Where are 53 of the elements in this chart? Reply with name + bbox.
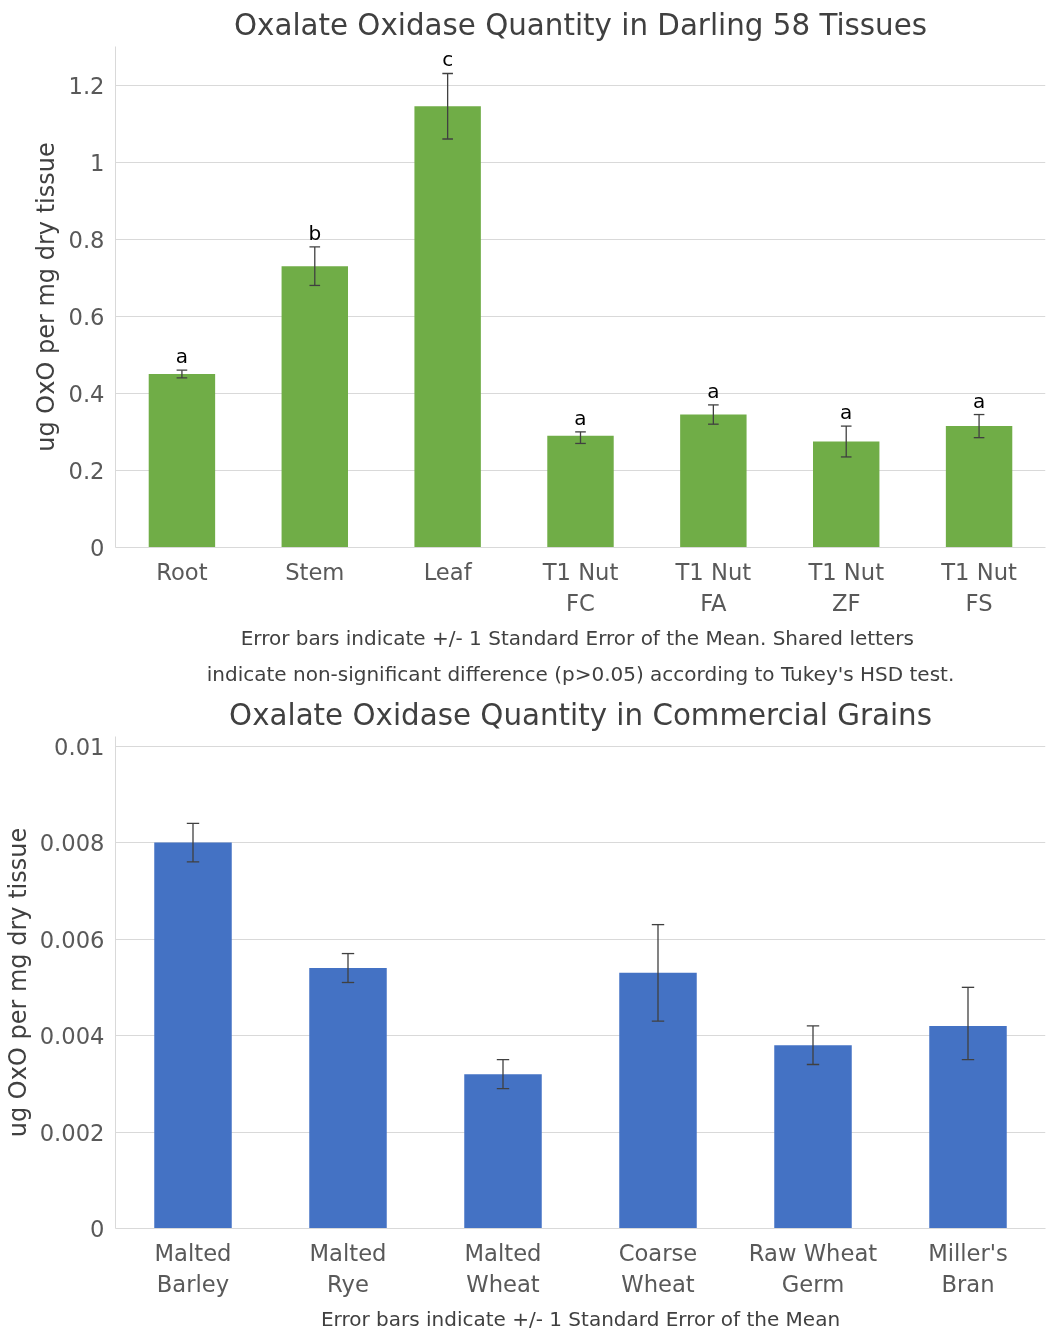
annotation: c: [442, 47, 454, 72]
y-tick-label: 0.6: [68, 303, 105, 330]
x-tick-label: Stem: [285, 558, 345, 585]
x-tick-label: Root: [156, 558, 208, 585]
x-tick-label: Malted Wheat: [464, 1239, 542, 1297]
x-tick-label: Miller's Bran: [928, 1239, 1008, 1297]
bar: [813, 441, 880, 548]
x-tick-label: T1 Nut FC: [541, 558, 619, 616]
bar: [154, 842, 232, 1229]
x-tick-label: Leaf: [423, 558, 473, 585]
text: indicate non-significant difference (p>0.05) according to Tukey's HSD test.: [206, 661, 955, 686]
x-tick-label: T1 Nut ZF: [807, 558, 885, 616]
y-tick-label: 1.2: [68, 72, 105, 99]
annotation: a: [840, 400, 853, 425]
bar: [619, 972, 697, 1229]
annotation: a: [707, 378, 720, 403]
bar: [547, 435, 614, 548]
bar: [414, 106, 481, 548]
x-tick-label: T1 Nut FS: [940, 558, 1018, 616]
x-tick-label: T1 Nut FA: [674, 558, 752, 616]
y-tick-label: 0.01: [54, 733, 105, 760]
x-tick-label: Malted Barley: [154, 1239, 232, 1297]
bar: [945, 426, 1013, 548]
annotation: b: [308, 220, 322, 245]
y-tick-label: 0.002: [39, 1119, 105, 1146]
y-axis-title: ug OxO per mg dry tissue: [32, 142, 61, 452]
y-tick-label: 0.4: [68, 380, 105, 407]
bar: [774, 1045, 852, 1229]
annotation: a: [972, 388, 986, 413]
y-tick-label: 0.8: [68, 226, 105, 253]
x-tick-label: Raw Wheat Germ: [748, 1239, 878, 1297]
text: Error bars indicate +/- 1 Standard Error of the Mean: [320, 1306, 841, 1331]
annotation: a: [574, 405, 587, 430]
y-tick-label: 0.004: [39, 1023, 105, 1050]
y-tick-label: 0.008: [39, 830, 105, 857]
x-tick-label: Malted Rye: [309, 1239, 387, 1297]
bar: [680, 414, 747, 548]
bar: [281, 266, 348, 548]
chart-title: Oxalate Oxidase Quantity in Darling 58 Tissues: [233, 7, 928, 42]
y-tick-label: 1: [90, 149, 105, 176]
annotation: a: [175, 344, 189, 369]
bar: [464, 1074, 542, 1229]
y-axis-title: ug OxO per mg dry tissue: [3, 827, 32, 1138]
bar: [929, 1025, 1007, 1229]
text: Error bars indicate +/- 1 Standard Error of the Mean. Shared letters: [240, 625, 914, 650]
chart-title: Oxalate Oxidase Quantity in Commercial Grains: [229, 697, 932, 732]
y-tick-label: 0.006: [39, 926, 105, 953]
y-tick-label: 0.2: [68, 457, 105, 484]
x-tick-label: Coarse Wheat: [618, 1239, 698, 1297]
y-tick-label: 0: [90, 535, 105, 561]
bar: [148, 374, 216, 548]
bar: [309, 968, 387, 1229]
y-tick-label: 0: [90, 1216, 105, 1242]
